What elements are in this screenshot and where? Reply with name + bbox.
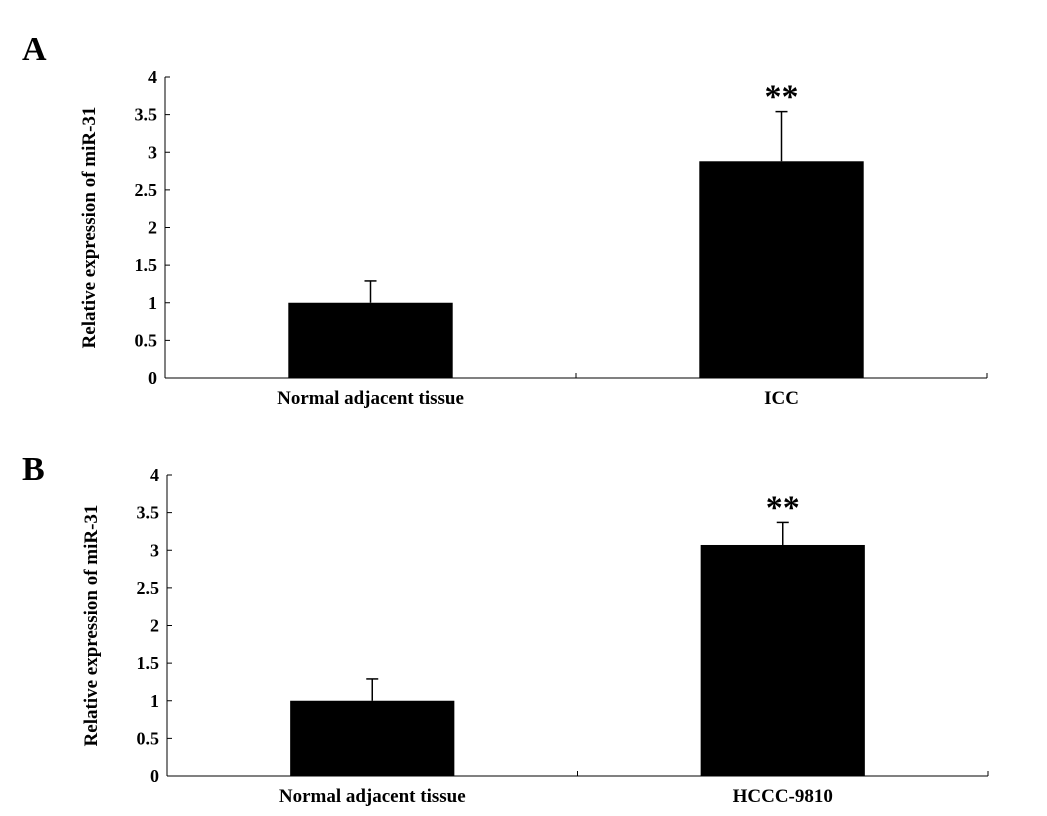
y-tick-label: 3	[150, 540, 159, 560]
y-tick-label: 2.5	[135, 180, 158, 200]
y-tick-label: 4	[150, 465, 159, 485]
x-tick-label: ICC	[764, 388, 799, 409]
y-tick-label: 3	[148, 142, 157, 162]
x-tick-label: Normal adjacent tissue	[277, 388, 464, 409]
significance-marker: **	[766, 489, 800, 526]
y-tick-label: 1	[150, 691, 159, 711]
x-tick-label: Normal adjacent tissue	[279, 786, 466, 807]
bar	[700, 544, 865, 776]
y-tick-label: 4	[148, 67, 157, 87]
y-tick-label: 0	[150, 766, 159, 786]
x-tick-label: HCCC-9810	[733, 786, 833, 807]
y-tick-label: 1	[148, 293, 157, 313]
panel-a: A Relative expression of miR-31 0 0.5 1 1.5 2 2…	[22, 31, 988, 409]
y-tick-label: 3.5	[135, 105, 158, 125]
y-axis-label: Relative expression of miR-31	[81, 505, 102, 747]
y-tick-label: 0.5	[137, 728, 160, 748]
y-tick-label: 3.5	[137, 503, 160, 523]
y-axis-label: Relative expression of miR-31	[79, 107, 100, 349]
y-tick-label: 1.5	[137, 653, 160, 673]
y-tick-label: 2	[150, 616, 159, 636]
y-tick-label: 0	[148, 368, 157, 388]
panel-b: B Relative expression of miR-31 0 0.5 1 1.5 2 2…	[22, 451, 989, 807]
bar	[290, 700, 455, 776]
y-tick-label: 0.5	[135, 330, 158, 350]
bar	[699, 161, 864, 378]
panel-letter: B	[22, 451, 45, 488]
significance-marker: **	[765, 79, 799, 116]
panel-letter: A	[22, 31, 47, 68]
y-tick-label: 1.5	[135, 255, 158, 275]
y-tick-label: 2	[148, 218, 157, 238]
bar	[288, 302, 453, 378]
y-tick-label: 2.5	[137, 578, 160, 598]
